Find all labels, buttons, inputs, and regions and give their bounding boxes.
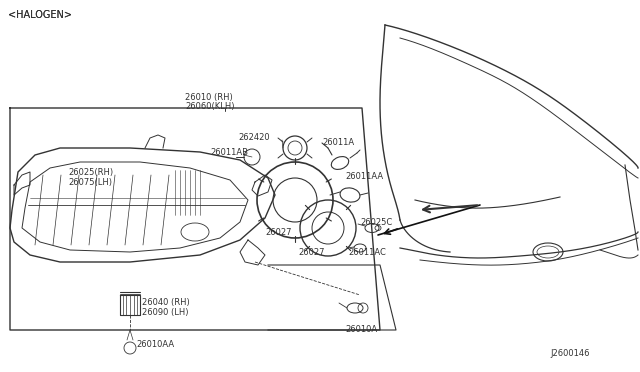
Text: 26010AA: 26010AA	[136, 340, 174, 349]
Text: 26011AC: 26011AC	[348, 248, 386, 257]
Text: 26025C: 26025C	[360, 218, 392, 227]
Text: 26010A: 26010A	[345, 325, 377, 334]
Text: 26075(LH): 26075(LH)	[68, 178, 112, 187]
Text: <HALOGEN>: <HALOGEN>	[8, 10, 72, 20]
Text: <HALOGEN>: <HALOGEN>	[8, 10, 72, 20]
Text: 26027: 26027	[265, 228, 291, 237]
Text: 26060(KLH): 26060(KLH)	[185, 102, 234, 111]
Text: 26025(RH): 26025(RH)	[68, 168, 113, 177]
Text: 26011A: 26011A	[322, 138, 354, 147]
Text: 26090 (LH): 26090 (LH)	[142, 308, 189, 317]
Text: 26011AA: 26011AA	[345, 172, 383, 181]
Text: 262420: 262420	[238, 133, 269, 142]
Text: 26010 (RH): 26010 (RH)	[185, 93, 233, 102]
Text: J2600146: J2600146	[550, 349, 590, 358]
Text: 26011AB: 26011AB	[210, 148, 248, 157]
Text: 26040 (RH): 26040 (RH)	[142, 298, 189, 307]
Text: 26027: 26027	[298, 248, 324, 257]
